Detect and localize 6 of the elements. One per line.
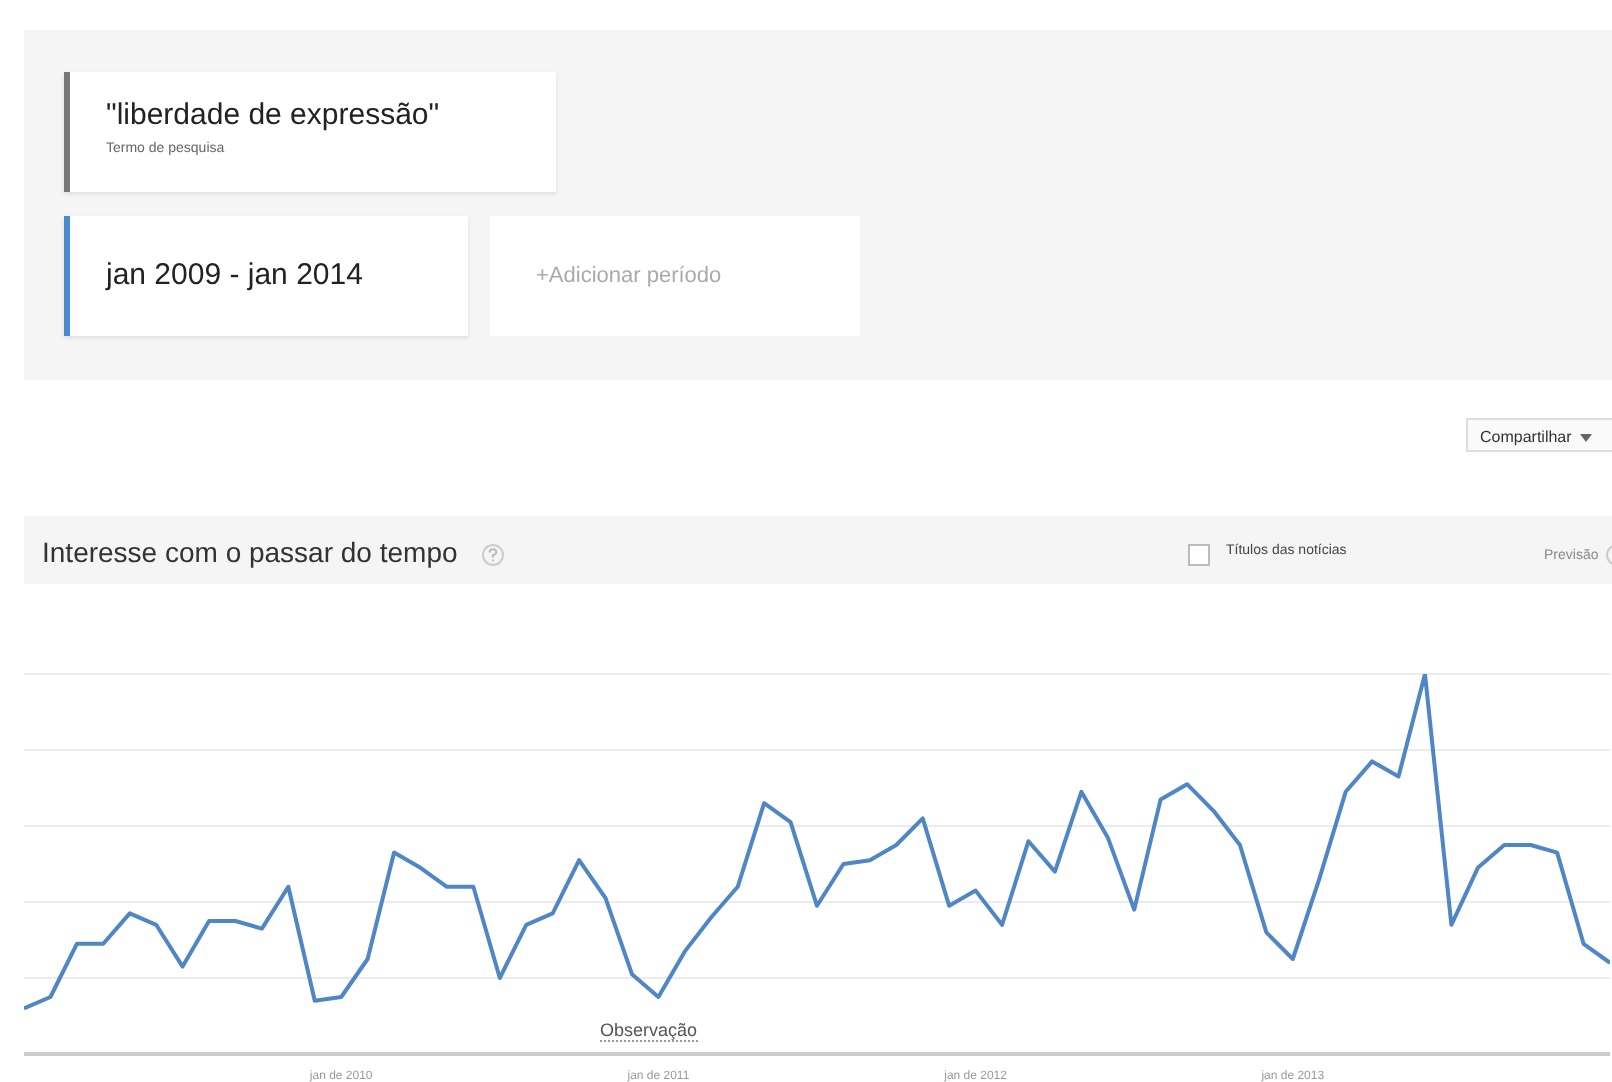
- text: jan 2009 - jan 2014: [106, 258, 363, 292]
- text: Compartilhar: [1466, 418, 1612, 452]
- text: "liberdade de expressão": [106, 98, 440, 132]
- annotation: Observação: [600, 1020, 698, 1042]
- chart-title: Interesse com o passar do tempo: [42, 536, 460, 568]
- text: +Adicionar período: [536, 264, 722, 288]
